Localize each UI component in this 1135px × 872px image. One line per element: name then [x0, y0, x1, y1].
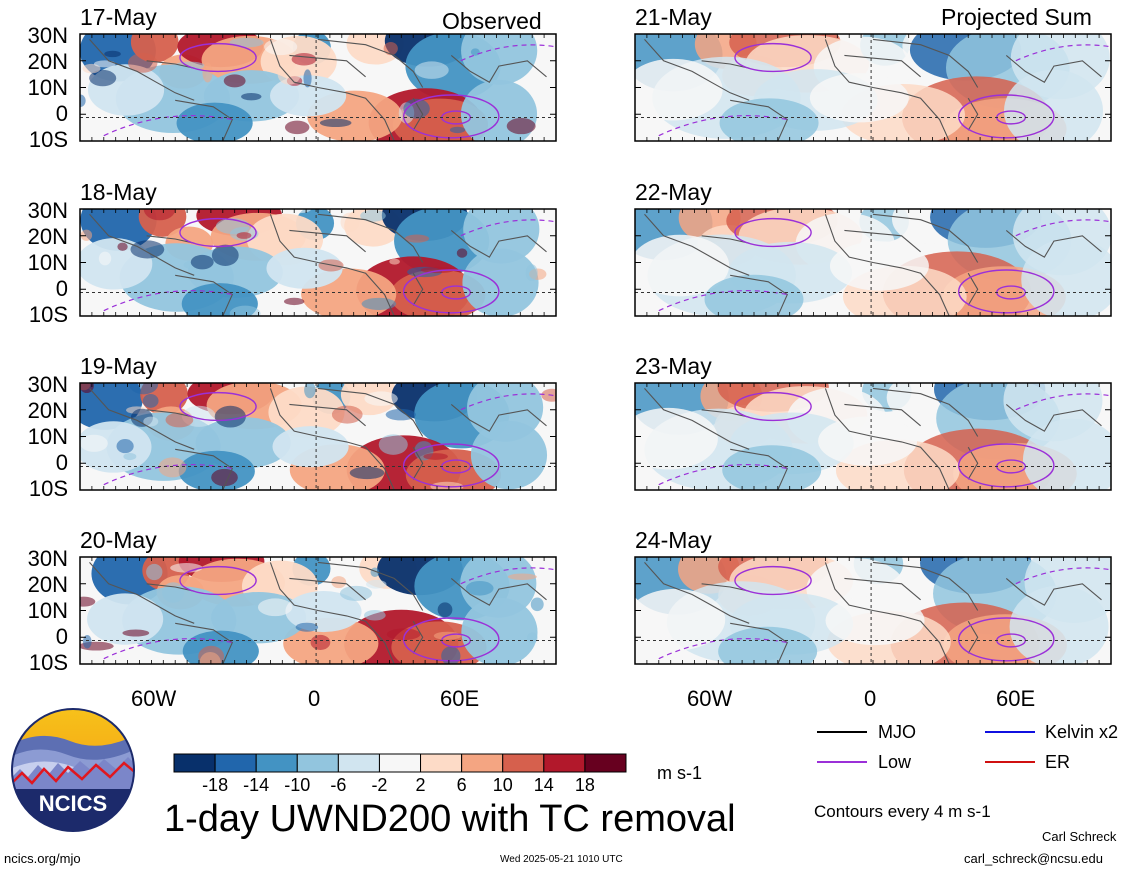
observed-map [79, 556, 557, 665]
lon-label: 60E [996, 686, 1036, 711]
lat-label: 0 [55, 624, 68, 649]
lat-label: 10N [27, 250, 68, 275]
legend-low: Low [878, 752, 912, 772]
lat-label: 10S [28, 476, 68, 501]
panel-kind-label: Observed [442, 8, 542, 34]
lat-label: 10N [27, 75, 68, 100]
colorbar-swatch [255, 753, 298, 773]
colorbar [173, 753, 627, 773]
panel-date: 22-May [635, 179, 712, 205]
projected-map [634, 382, 1112, 491]
colorbar-tick-label: 10 [492, 775, 513, 795]
legend-mjo: MJO [878, 722, 916, 742]
panel-date: 23-May [635, 353, 712, 379]
colorbar-tick-label: 18 [574, 775, 595, 795]
panel-date: 24-May [635, 527, 712, 553]
logo-text: NCICS [39, 791, 107, 816]
colorbar-tick-label: 6 [456, 775, 467, 795]
lon-label: 60E [440, 686, 480, 711]
colorbar-swatch [584, 753, 627, 773]
colorbar-tick-label: -18 [202, 775, 229, 795]
colorbar-tick-label: -10 [284, 775, 311, 795]
legend-lines [817, 731, 1035, 763]
figure-title: 1-day UWND200 with TC removal [164, 798, 736, 840]
lon-label: 60W [131, 686, 177, 711]
colorbar-swatch [543, 753, 586, 773]
lat-label: 10S [28, 650, 68, 675]
lon-label: 60W [687, 686, 733, 711]
footer-email[interactable]: carl_schreck@ncsu.edu [964, 851, 1103, 866]
footer-timestamp: Wed 2025-05-21 1010 UTC [500, 854, 623, 865]
lat-label: 30N [27, 546, 68, 571]
colorbar-swatch [337, 753, 380, 773]
ncics-logo: NCICS [11, 708, 135, 832]
colorbar-tick-label: -14 [243, 775, 270, 795]
colorbar-swatch [173, 753, 216, 773]
lat-label: 30N [27, 23, 68, 48]
panel-date: 19-May [80, 353, 157, 379]
lat-label: 20N [27, 572, 68, 597]
footer-url[interactable]: ncics.org/mjo [4, 851, 81, 866]
colorbar-tick-label: -6 [330, 775, 347, 795]
lat-label: 10N [27, 598, 68, 623]
lat-label: 20N [27, 224, 68, 249]
map-panels [79, 33, 1112, 665]
lat-label: 0 [55, 276, 68, 301]
panel-date: 20-May [80, 527, 157, 553]
colorbar-swatch [502, 753, 545, 773]
legend-er: ER [1045, 752, 1071, 772]
observed-map [79, 382, 557, 491]
panel-date: 18-May [80, 179, 157, 205]
lon-label: 0 [864, 686, 877, 711]
footer-author: Carl Schreck [1042, 829, 1117, 844]
colorbar-swatch [420, 753, 463, 773]
colorbar-tick-label: 14 [533, 775, 554, 795]
projected-map [634, 556, 1112, 665]
colorbar-tick-label: -2 [371, 775, 388, 795]
lat-label: 30N [27, 198, 68, 223]
observed-map [79, 208, 557, 317]
panel-date: 17-May [80, 4, 157, 30]
lat-label: 10S [28, 127, 68, 152]
lat-label: 10S [28, 302, 68, 327]
colorbar-swatch [378, 753, 422, 773]
panel-date: 21-May [635, 4, 712, 30]
lat-label: 20N [27, 398, 68, 423]
lat-label: 30N [27, 372, 68, 397]
observed-map [79, 33, 557, 142]
colorbar-tick-label: 2 [415, 775, 426, 795]
projected-map [634, 33, 1112, 142]
lon-label: 0 [308, 686, 321, 711]
contour-note: Contours every 4 m s-1 [814, 802, 991, 821]
colorbar-units: m s-1 [657, 763, 702, 783]
colorbar-swatch [461, 753, 504, 773]
lat-label: 10N [27, 424, 68, 449]
lat-label: 0 [55, 101, 68, 126]
colorbar-swatch [296, 753, 339, 773]
panel-kind-label: Projected Sum [941, 4, 1092, 30]
colorbar-swatch [214, 753, 257, 773]
projected-map [634, 208, 1112, 317]
legend-kelvin: Kelvin x2 [1045, 722, 1119, 742]
lat-label: 0 [55, 450, 68, 475]
lat-label: 20N [27, 49, 68, 74]
